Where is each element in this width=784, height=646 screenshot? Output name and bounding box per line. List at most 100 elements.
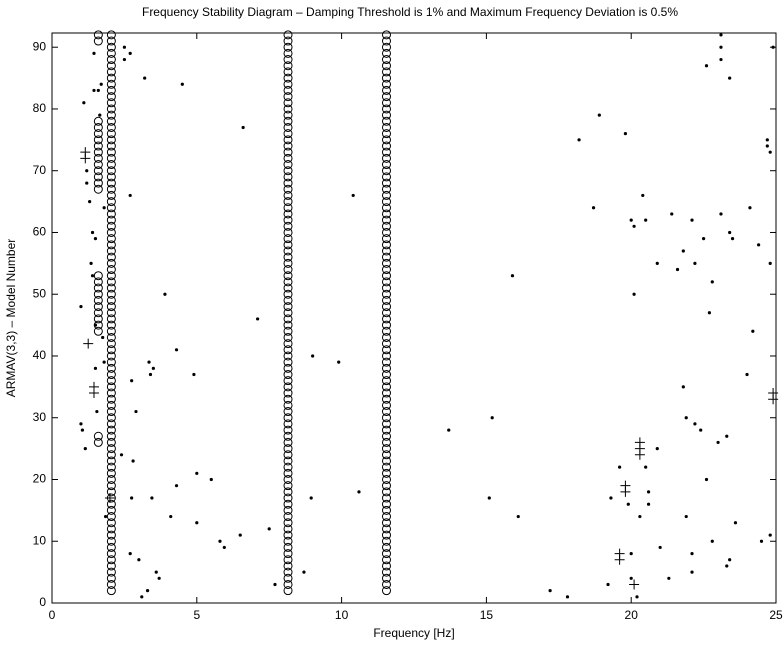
stable-pole (381, 370, 391, 380)
stable-pole (283, 48, 293, 58)
stable-pole (283, 79, 293, 89)
stable-pole (106, 61, 116, 71)
stable-pole (283, 215, 293, 225)
stable-pole (381, 240, 391, 250)
stable-pole (106, 320, 116, 330)
stable-pole (381, 160, 391, 170)
stable-pole (283, 573, 293, 583)
stable-pole (283, 542, 293, 552)
pole (128, 51, 132, 55)
stable-pole (283, 357, 293, 367)
stable-pole (283, 561, 293, 571)
stable-pole (381, 505, 391, 515)
stable-pole (381, 141, 391, 151)
stable-pole (283, 487, 293, 497)
stable-pole (283, 73, 293, 83)
frequency-stable-pole (768, 388, 779, 399)
stable-pole (106, 277, 116, 287)
stable-pole (381, 357, 391, 367)
stable-pole (106, 110, 116, 120)
pole (646, 490, 651, 494)
stable-pole (381, 326, 391, 336)
pole (102, 360, 106, 364)
pole (169, 514, 173, 519)
stable-pole (381, 518, 391, 528)
pole (487, 496, 491, 500)
stable-pole (381, 227, 391, 237)
stable-pole (93, 302, 103, 312)
stable-pole (283, 444, 293, 454)
pole (309, 496, 313, 500)
pole (667, 576, 671, 580)
stable-pole (381, 462, 391, 472)
stable-pole (283, 481, 293, 491)
stable-pole (93, 135, 103, 145)
stable-pole (106, 363, 116, 373)
stable-pole (106, 579, 116, 589)
stable-pole (381, 549, 391, 559)
pole (180, 82, 184, 86)
stable-pole (381, 419, 391, 429)
stable-pole (106, 481, 116, 491)
pole (99, 82, 103, 86)
stable-pole (106, 252, 116, 262)
stable-pole (283, 474, 293, 484)
stable-pole (283, 141, 293, 151)
y-tick-label: 0 (39, 595, 46, 609)
stable-pole (106, 536, 116, 546)
stable-pole (381, 203, 391, 213)
pole (128, 193, 132, 198)
stable-pole (283, 407, 293, 417)
pole (157, 576, 161, 580)
stable-pole (381, 92, 391, 102)
pole (751, 329, 755, 333)
pole (89, 261, 93, 265)
pole (83, 447, 87, 451)
pole (591, 206, 596, 210)
pole (447, 428, 451, 432)
chart-title: Frequency Stability Diagram – Damping Th… (142, 5, 678, 19)
pole (719, 33, 723, 37)
stable-pole (283, 122, 293, 132)
stable-pole (381, 166, 391, 176)
pole (730, 237, 735, 241)
pole (79, 422, 83, 426)
stable-pole (283, 190, 293, 200)
pole (748, 206, 752, 210)
pole (693, 261, 697, 265)
stable-pole (283, 512, 293, 522)
stable-pole (381, 246, 391, 256)
stable-pole (381, 308, 391, 318)
stable-pole (381, 474, 391, 484)
pole (670, 212, 674, 216)
stable-pole (283, 289, 293, 299)
stable-pole (283, 326, 293, 336)
pole (131, 459, 135, 463)
stable-pole (106, 345, 116, 355)
stable-pole (283, 308, 293, 318)
stable-pole (283, 67, 293, 77)
stable-pole (283, 345, 293, 355)
stable-pole (106, 561, 116, 571)
frequency-stable-pole (80, 153, 91, 164)
stable-pole (106, 147, 116, 157)
pole (745, 372, 749, 377)
pole (150, 496, 154, 500)
pole (757, 243, 761, 247)
stable-pole (106, 215, 116, 225)
stable-pole (283, 555, 293, 565)
pole (655, 261, 659, 265)
stable-pole (381, 499, 391, 509)
pole (145, 589, 150, 593)
stable-pole (283, 370, 293, 380)
stable-pole (106, 203, 116, 213)
stable-pole (381, 332, 391, 342)
stable-pole (283, 166, 293, 176)
stable-pole (283, 227, 293, 237)
stable-pole (283, 240, 293, 250)
stable-pole (283, 92, 293, 102)
stable-pole (283, 499, 293, 509)
stable-pole (283, 184, 293, 194)
stable-pole (283, 98, 293, 108)
stable-pole (381, 116, 391, 126)
